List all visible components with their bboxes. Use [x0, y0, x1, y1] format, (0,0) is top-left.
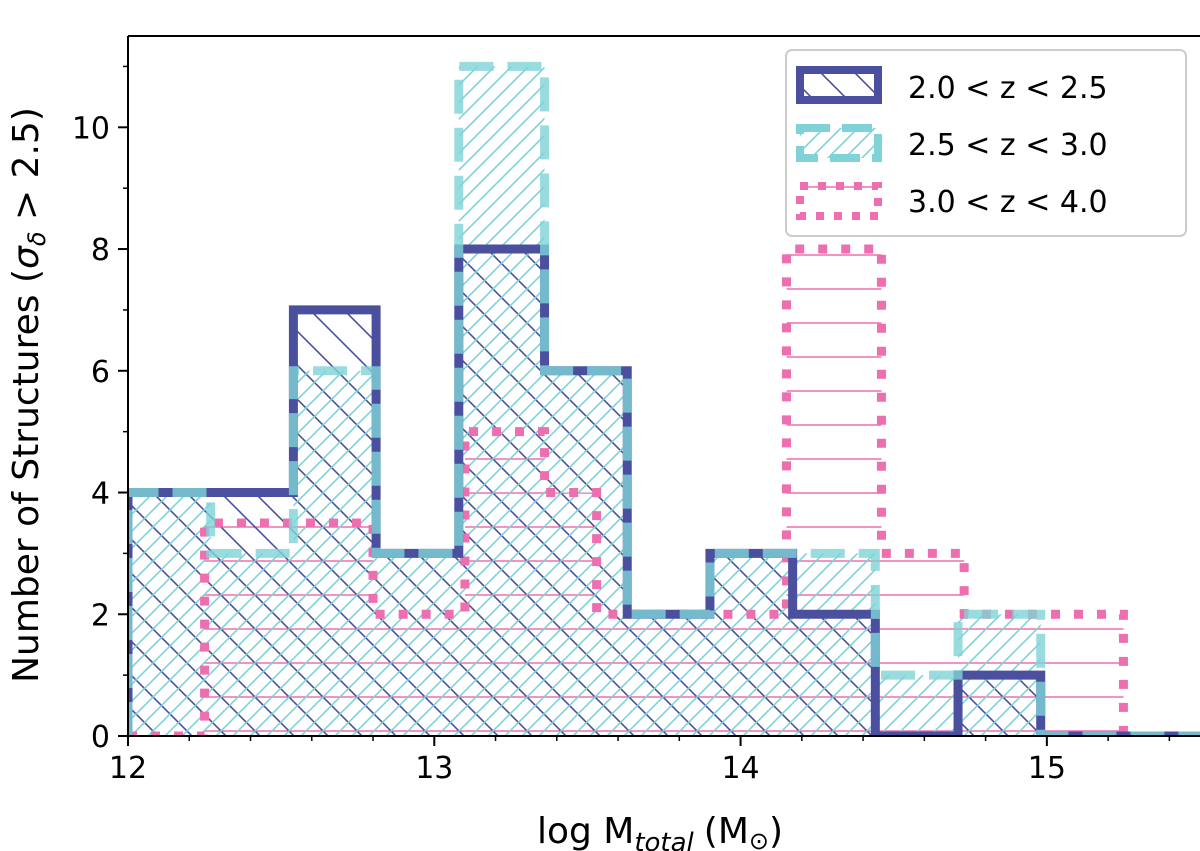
bar-fill-series-2-bin-7	[627, 614, 710, 736]
histogram-outlines	[128, 61, 1200, 736]
x-axis-ticks: 12 13 14 15	[109, 736, 1171, 786]
outline-series-2	[128, 61, 1200, 736]
y-tick-label-10: 10	[72, 111, 110, 146]
legend-label-series-1: 2.0 < z < 2.5	[908, 71, 1108, 106]
bar-fill-series-2-bin-4	[376, 553, 459, 736]
legend-swatch-series-2	[796, 124, 882, 162]
legend-item-series-2: 2.5 < z < 3.0	[796, 124, 1108, 163]
x-tick-label-15: 15	[1028, 751, 1066, 786]
bar-fill-series-2-bin-10	[875, 675, 959, 736]
legend-item-series-3: 3.0 < z < 4.0	[796, 182, 1108, 220]
y-axis-ticks: 0 2 4 6 8 10	[72, 65, 128, 755]
legend-label-series-3: 3.0 < z < 4.0	[908, 185, 1108, 220]
bar-fill-series-2-bin-6	[544, 370, 628, 736]
y-tick-label-8: 8	[91, 233, 110, 268]
legend-item-series-1: 2.0 < z < 2.5	[796, 66, 1108, 106]
legend-label-series-2: 2.5 < z < 3.0	[908, 128, 1108, 163]
outline-series-1	[128, 244, 1200, 736]
bar-fill-series-2-bin-5	[458, 66, 545, 736]
x-tick-label-12: 12	[109, 751, 147, 786]
y-tick-label-2: 2	[91, 598, 110, 633]
y-axis-label: Number of Structures (σδ > 2.5)	[6, 107, 51, 683]
x-tick-label-14: 14	[721, 751, 759, 786]
legend-box	[785, 49, 1187, 237]
bar-fill-series-2-bin-2	[210, 553, 294, 736]
legend-swatch-series-1	[796, 66, 882, 104]
bar-fill-series-2-bin-8	[709, 553, 793, 736]
legend: 2.0 < z < 2.5 2.5 < z < 3.0 3.0 < z < 4.…	[785, 49, 1187, 237]
y-tick-label-4: 4	[91, 477, 110, 512]
bar-fill-series-2-bin-9	[792, 553, 876, 736]
y-tick-label-6: 6	[91, 355, 110, 390]
x-tick-label-13: 13	[415, 751, 453, 786]
histogram-fills	[128, 66, 1124, 736]
y-tick-label-0: 0	[91, 720, 110, 755]
axes-frame	[127, 35, 1200, 737]
x-axis-label: log Mtotal (M⊙)	[537, 811, 783, 851]
bar-fill-series-2-bin-1	[128, 492, 211, 736]
legend-swatch-series-3	[796, 182, 882, 220]
bar-fill-series-2-bin-3	[293, 370, 377, 736]
